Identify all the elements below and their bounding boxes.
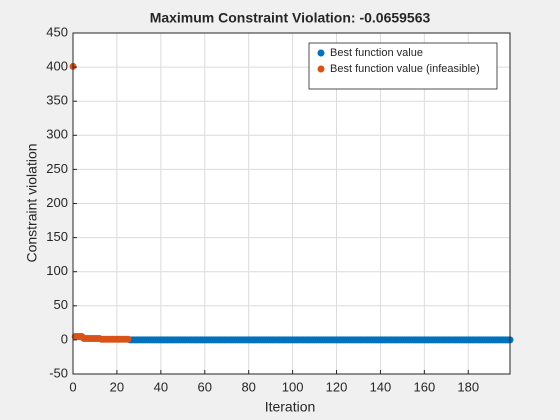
x-tick-label: 0 <box>69 379 76 394</box>
x-tick-label: 100 <box>282 379 304 394</box>
y-axis-label: Constraint violation <box>24 143 40 262</box>
x-tick-label: 20 <box>110 379 124 394</box>
data-point <box>124 335 132 343</box>
y-tick-label: -50 <box>49 365 68 380</box>
y-tick-label: 100 <box>46 263 68 278</box>
y-tick-label: 350 <box>46 93 68 108</box>
legend-marker <box>317 65 325 73</box>
y-tick-label: 0 <box>61 331 68 346</box>
y-tick-label: 300 <box>46 127 68 142</box>
x-tick-label: 40 <box>154 379 168 394</box>
x-axis-label: Iteration <box>265 399 316 415</box>
legend-label: Best function value <box>330 47 423 59</box>
legend-marker <box>317 49 325 57</box>
legend-box <box>308 42 498 90</box>
x-tick-label: 80 <box>241 379 255 394</box>
legend: Best function value Best function value (… <box>308 42 498 90</box>
markers <box>69 62 514 344</box>
chart-title: Maximum Constraint Violation: -0.0659563 <box>150 10 431 26</box>
x-tick-label: 160 <box>414 379 436 394</box>
y-tick-label: 450 <box>46 24 68 39</box>
y-tick-label: 400 <box>46 59 68 74</box>
y-tick-label: 150 <box>46 229 68 244</box>
y-tick-label: 200 <box>46 195 68 210</box>
legend-label: Best function value (infeasible) <box>330 63 480 75</box>
y-tick-label: 250 <box>46 161 68 176</box>
x-tick-label: 180 <box>457 379 479 394</box>
x-tick-label: 140 <box>370 379 392 394</box>
y-tick-label: 50 <box>54 297 68 312</box>
x-tick-label: 60 <box>198 379 212 394</box>
x-tick-label: 120 <box>326 379 348 394</box>
